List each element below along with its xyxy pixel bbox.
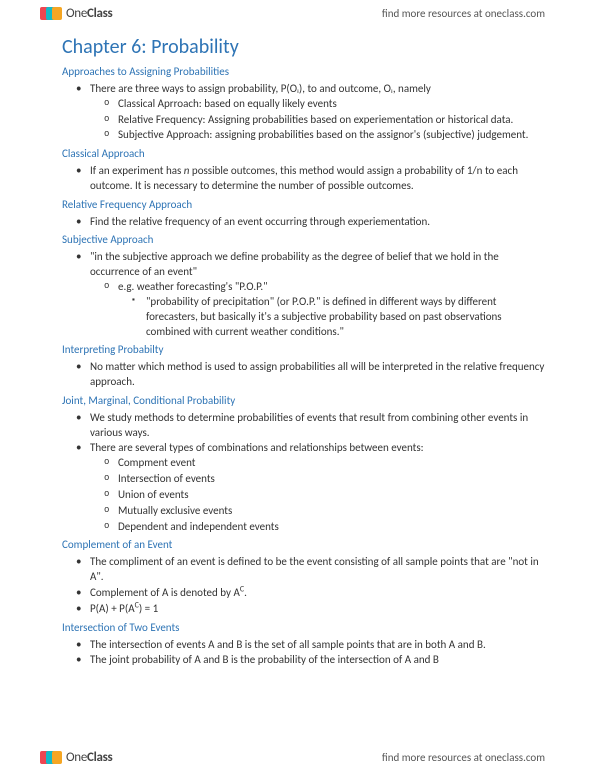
- footer-bar: OneClass find more resources at oneclass…: [0, 744, 595, 770]
- logo-icon: [40, 7, 62, 20]
- bullet-list-lvl2: e.g. weather forecasting's "P.O.P." "prob…: [90, 280, 545, 339]
- list-item-text: Relative Frequency: Assigning probabilit…: [118, 113, 513, 126]
- section-heading: Interpreting Probabilty: [62, 343, 545, 358]
- list-item-text: Compment event: [118, 456, 195, 469]
- logo-text-2-f: Class: [87, 750, 112, 765]
- section-heading: Joint, Marginal, Conditional Probability: [62, 394, 545, 409]
- bullet-list-lvl1: If an experiment has n possible outcomes…: [62, 164, 545, 194]
- list-item-text: Classical Aprroach: based on equally lik…: [118, 97, 337, 110]
- list-item: If an experiment has n possible outcomes…: [90, 164, 545, 194]
- list-item: The compliment of an event is defined to…: [90, 555, 545, 585]
- bullet-list-lvl1: There are three ways to assign probabili…: [62, 82, 545, 143]
- list-item-text: There are three ways to assign probabili…: [90, 82, 431, 95]
- list-item: "in the subjective approach we define pr…: [90, 250, 545, 339]
- list-item: Union of events: [118, 488, 545, 503]
- list-item-text: "probability of precipitation" (or P.O.P…: [146, 295, 502, 338]
- header-bar: OneClass find more resources at oneclass…: [0, 0, 595, 26]
- list-item: "probability of precipitation" (or P.O.P…: [146, 295, 545, 340]
- section-heading: Subjective Approach: [62, 233, 545, 248]
- list-item-text: We study methods to determine probabilit…: [90, 411, 528, 439]
- list-item-text: P(A) + P(AC) = 1: [90, 602, 158, 615]
- section-heading: Relative Frequency Approach: [62, 198, 545, 213]
- list-item: e.g. weather forecasting's "P.O.P." "prob…: [118, 280, 545, 339]
- list-item-text: Union of events: [118, 488, 189, 501]
- logo-text-1: One: [66, 6, 87, 21]
- logo-icon-footer: [40, 751, 62, 764]
- document-body: Chapter 6: Probability Approaches to Ass…: [62, 34, 545, 736]
- list-item: Dependent and independent events: [118, 520, 545, 535]
- list-item-text: The intersection of events A and B is th…: [90, 638, 486, 651]
- list-item: Classical Aprroach: based on equally lik…: [118, 97, 545, 112]
- bullet-list-lvl1: We study methods to determine probabilit…: [62, 411, 545, 535]
- list-item-text: Intersection of events: [118, 472, 215, 485]
- list-item-text: There are several types of combinations …: [90, 441, 424, 454]
- list-item: Complement of A is denoted by AC.: [90, 586, 545, 601]
- section-heading: Intersection of Two Events: [62, 621, 545, 636]
- list-item-text: No matter which method is used to assign…: [90, 360, 544, 388]
- bullet-list-lvl1: The intersection of events A and B is th…: [62, 638, 545, 669]
- list-item-text: Find the relative frequency of an event …: [90, 215, 430, 228]
- list-item: Find the relative frequency of an event …: [90, 215, 545, 230]
- bullet-list-lvl1: "in the subjective approach we define pr…: [62, 250, 545, 339]
- bullet-list-lvl3: "probability of precipitation" (or P.O.P…: [118, 295, 545, 340]
- list-item: Intersection of events: [118, 472, 545, 487]
- brand-logo-footer: OneClass: [40, 750, 112, 765]
- list-item: The intersection of events A and B is th…: [90, 638, 545, 653]
- sections-container: Approaches to Assigning Probabilities The…: [62, 65, 545, 668]
- list-item-text: Mutually exclusive events: [118, 504, 232, 517]
- resources-link-top[interactable]: find more resources at oneclass.com: [382, 7, 545, 20]
- list-item: There are several types of combinations …: [90, 441, 545, 534]
- bullet-list-lvl1: Find the relative frequency of an event …: [62, 215, 545, 230]
- logo-text-footer: OneClass: [66, 750, 112, 765]
- list-item: No matter which method is used to assign…: [90, 360, 545, 390]
- logo-sheet-3: [52, 7, 62, 20]
- logo-text-2: Class: [87, 6, 112, 21]
- list-item: There are three ways to assign probabili…: [90, 82, 545, 143]
- bullet-list-lvl1: The compliment of an event is defined to…: [62, 555, 545, 616]
- logo-text: OneClass: [66, 6, 112, 21]
- list-item: Subjective Approach: assigning probabili…: [118, 128, 545, 143]
- list-item-text: The compliment of an event is defined to…: [90, 555, 539, 583]
- list-item: Relative Frequency: Assigning probabilit…: [118, 113, 545, 128]
- chapter-title: Chapter 6: Probability: [62, 34, 545, 61]
- list-item: The joint probability of A and B is the …: [90, 653, 545, 668]
- logo-sheet-3-f: [52, 751, 62, 764]
- bullet-list-lvl2: Compment event Intersection of events Unio…: [90, 456, 545, 534]
- section-heading: Classical Approach: [62, 147, 545, 162]
- list-item: Mutually exclusive events: [118, 504, 545, 519]
- list-item-text: Dependent and independent events: [118, 520, 279, 533]
- resources-link-bottom[interactable]: find more resources at oneclass.com: [382, 751, 545, 764]
- section-heading: Approaches to Assigning Probabilities: [62, 65, 545, 80]
- list-item: P(A) + P(AC) = 1: [90, 602, 545, 617]
- list-item-text: The joint probability of A and B is the …: [90, 653, 439, 666]
- logo-text-1-f: One: [66, 750, 87, 765]
- list-item-text: e.g. weather forecasting's "P.O.P.": [118, 280, 268, 293]
- bullet-list-lvl2: Classical Aprroach: based on equally lik…: [90, 97, 545, 144]
- list-item-text: Subjective Approach: assigning probabili…: [118, 128, 528, 141]
- list-item-text: If an experiment has n possible outcomes…: [90, 164, 518, 192]
- list-item: Compment event: [118, 456, 545, 471]
- brand-logo: OneClass: [40, 6, 112, 21]
- bullet-list-lvl1: No matter which method is used to assign…: [62, 360, 545, 390]
- section-heading: Complement of an Event: [62, 538, 545, 553]
- list-item-text: "in the subjective approach we define pr…: [90, 250, 499, 278]
- list-item: We study methods to determine probabilit…: [90, 411, 545, 441]
- list-item-text: Complement of A is denoted by AC.: [90, 586, 247, 599]
